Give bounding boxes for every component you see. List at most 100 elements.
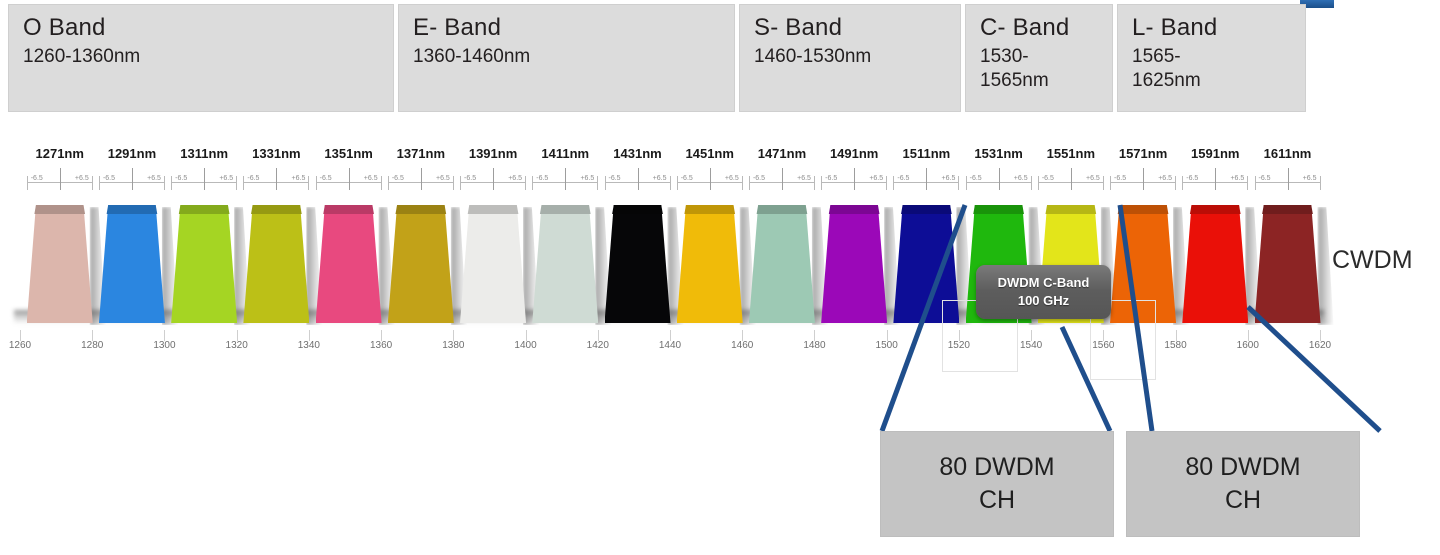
channel-top-cap xyxy=(467,205,519,214)
selection-handle-fragment xyxy=(1300,0,1334,8)
channel-shape xyxy=(243,205,310,323)
tolerance-upper: +6.5 xyxy=(724,175,739,182)
band-name: S- Band xyxy=(754,14,843,41)
tolerance-lower: -6.5 xyxy=(30,175,43,182)
band-range: 1530- 1565nm xyxy=(980,46,1049,91)
cwdm-channel xyxy=(460,205,540,325)
cwdm-channel xyxy=(243,205,323,325)
axis-tick xyxy=(597,330,599,341)
tolerance-lower: -6.5 xyxy=(1258,175,1271,182)
channel-shape xyxy=(315,205,382,323)
channel-top-cap xyxy=(34,205,86,214)
tolerance-lower: -6.5 xyxy=(102,175,115,182)
channel-top-cap xyxy=(106,205,158,214)
axis-tick-label: 1300 xyxy=(153,340,176,351)
channel-tolerance-marker: -6.5 +6.5 xyxy=(243,168,310,190)
cwdm-channel xyxy=(532,205,612,325)
tolerance-upper: +6.5 xyxy=(652,175,667,182)
channel-wavelength-label: 1411nm xyxy=(541,146,590,161)
axis-tick xyxy=(742,330,744,341)
band-box-lband: L- Band 1565- 1625nm xyxy=(1117,4,1306,112)
band-box-oband: O Band 1260-1360nm xyxy=(8,4,394,112)
axis-tick-label: 1260 xyxy=(8,340,32,351)
axis-tick-label: 1420 xyxy=(586,340,609,351)
axis-tick xyxy=(670,330,671,341)
channel-top-cap xyxy=(251,205,302,214)
tolerance-lower: -6.5 xyxy=(1186,175,1199,182)
channel-top-cap xyxy=(756,205,808,214)
channel-wavelength-label: 1431nm xyxy=(613,146,662,161)
channel-wavelength-label: 1531nm xyxy=(974,146,1023,161)
band-range: 1460-1530nm xyxy=(754,46,872,67)
cwdm-channel xyxy=(821,205,901,325)
band-range: 1260-1360nm xyxy=(23,46,141,67)
axis-tick-label: 1620 xyxy=(1308,340,1332,351)
axis-tick xyxy=(1175,330,1177,341)
channel-wavelength-label: 1331nm xyxy=(252,146,301,161)
channel-shape xyxy=(604,205,671,323)
channel-top-cap xyxy=(323,205,374,214)
cwdm-channel xyxy=(171,205,251,325)
channel-tolerance-marker: -6.5 +6.5 xyxy=(1254,168,1321,190)
axis-tick-label: 1380 xyxy=(442,340,465,351)
tolerance-upper: +6.5 xyxy=(1230,175,1245,182)
tolerance-upper: +6.5 xyxy=(363,175,378,182)
axis-tick xyxy=(814,330,816,341)
channel-wavelength-label: 1391nm xyxy=(468,146,518,161)
axis-tick-label: 1400 xyxy=(514,340,537,351)
channel-tolerance-marker: -6.5 +6.5 xyxy=(676,168,743,190)
band-name: O Band xyxy=(23,14,106,41)
channel-wavelength-label: 1511nm xyxy=(902,146,951,161)
tolerance-lower: -6.5 xyxy=(1114,175,1127,182)
channel-shape xyxy=(171,205,238,323)
axis-tick-label: 1280 xyxy=(81,340,104,351)
channel-shape xyxy=(821,205,888,323)
band-header-row: O Band 1260-1360nm E- Band 1360-1460nm S- Ba… xyxy=(8,4,1312,112)
channel-wavelength-label: 1571nm xyxy=(1118,146,1168,161)
axis-tick xyxy=(20,330,21,341)
axis-tick-label: 1500 xyxy=(875,340,898,351)
cwdm-channel xyxy=(604,205,684,325)
cwdm-label: CWDM xyxy=(1332,246,1413,274)
channel-tolerance-marker: -6.5 +6.5 xyxy=(893,168,960,190)
channel-top-cap xyxy=(1189,205,1241,214)
tolerance-upper: +6.5 xyxy=(1158,175,1173,182)
channel-shape xyxy=(676,205,743,323)
channel-top-cap xyxy=(901,205,952,214)
wavelength-label-strip: 1271nm -6.5 +6.5 1291nm -6.5 +6.5 1311nm -6.5 +6… xyxy=(0,146,1440,190)
dwdm-c-band-callout: DWDM C-Band 100 GHz xyxy=(976,265,1111,319)
channel-tolerance-marker: -6.5 +6.5 xyxy=(1182,168,1249,190)
channel-wavelength-label: 1451nm xyxy=(685,146,734,161)
cwdm-channel xyxy=(98,205,178,325)
channel-tolerance-marker: -6.5 +6.5 xyxy=(1110,168,1177,190)
tolerance-upper: +6.5 xyxy=(291,175,306,182)
axis-tick xyxy=(236,330,238,341)
channel-tolerance-marker: -6.5 +6.5 xyxy=(532,168,599,190)
tolerance-upper: +6.5 xyxy=(1013,175,1028,182)
wavelength-axis: 1260 1280 1300 1320 1340 1360 1380 1400 1420 1440… xyxy=(0,330,1440,364)
tolerance-lower: -6.5 xyxy=(897,175,910,182)
axis-tick xyxy=(92,330,94,341)
spectrum-plot xyxy=(0,192,1440,337)
tolerance-upper: +6.5 xyxy=(941,175,956,182)
dwdm-channel-count-box-left: 80 DWDM CH xyxy=(880,431,1114,537)
band-range: 1360-1460nm xyxy=(413,46,531,67)
channel-tolerance-marker: -6.5 +6.5 xyxy=(965,168,1032,190)
channel-tolerance-marker: -6.5 +6.5 xyxy=(26,168,93,190)
tolerance-lower: -6.5 xyxy=(319,175,332,182)
tolerance-lower: -6.5 xyxy=(391,175,404,182)
channel-tolerance-marker: -6.5 +6.5 xyxy=(821,168,888,190)
cwdm-channel xyxy=(387,205,467,325)
axis-tick xyxy=(1031,330,1033,341)
channel-tolerance-marker: -6.5 +6.5 xyxy=(171,168,238,190)
channel-shape xyxy=(26,205,93,323)
axis-tick-label: 1600 xyxy=(1236,340,1259,351)
channel-wavelength-label: 1311nm xyxy=(180,146,229,161)
tolerance-upper: +6.5 xyxy=(74,175,89,182)
axis-tick xyxy=(164,330,166,341)
axis-tick-label: 1540 xyxy=(1019,340,1043,351)
channel-shape xyxy=(98,205,165,323)
tolerance-upper: +6.5 xyxy=(869,175,884,182)
channel-top-cap xyxy=(395,205,447,214)
tolerance-upper: +6.5 xyxy=(436,175,450,182)
